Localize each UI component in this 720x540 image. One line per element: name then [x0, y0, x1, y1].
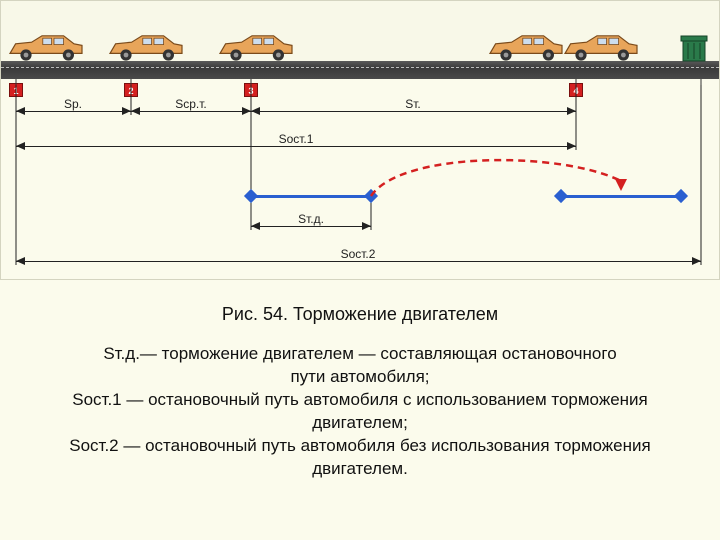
diamond-icon [364, 189, 378, 203]
caption-block: Рис. 54. Торможение двигателем Sт.д.— то… [0, 280, 720, 491]
legend-line: двигателем; [312, 413, 408, 432]
label-scpt: Sср.т. [173, 97, 209, 111]
car-1 [6, 31, 86, 63]
legend-line: Sост.1 — остановочный путь автомобиля с … [72, 390, 648, 409]
legend-line: пути автомобиля; [290, 367, 429, 386]
dim-sp [16, 111, 131, 112]
dim-sost1 [16, 146, 576, 147]
dim-sost2 [16, 261, 701, 262]
dim-st [251, 111, 576, 112]
label-sost2: Sост.2 [339, 247, 378, 261]
label-st: Sт. [403, 97, 423, 111]
dim-std [251, 226, 371, 227]
label-sost1: Sост.1 [277, 132, 316, 146]
blue-segment-2 [561, 195, 681, 198]
figure-legend: Sт.д.— торможение двигателем — составляю… [30, 343, 690, 481]
road-dash [1, 67, 719, 68]
arrowhead-icon [615, 179, 627, 191]
figure-caption: Рис. 54. Торможение двигателем [30, 304, 690, 325]
legend-line: двигателем. [312, 459, 408, 478]
diagram-area: 1 2 3 4 Sр. Sср.т. Sт. Sост.1 Sт.д. Sост… [0, 0, 720, 280]
diamond-icon [244, 189, 258, 203]
ext-line [576, 85, 577, 150]
car-4 [486, 31, 566, 63]
car-2 [106, 31, 186, 63]
label-std: Sт.д. [296, 212, 326, 226]
label-sp: Sр. [62, 97, 84, 111]
dim-scpt [131, 111, 251, 112]
legend-line: Sт.д.— торможение двигателем — составляю… [103, 344, 616, 363]
legend-line: Sост.2 — остановочный путь автомобиля бе… [69, 436, 650, 455]
blue-segment-1 [251, 195, 371, 198]
ext-line [701, 85, 702, 265]
car-3 [216, 31, 296, 63]
diamond-icon [554, 189, 568, 203]
car-5 [561, 31, 641, 63]
diamond-icon [674, 189, 688, 203]
road-surface [1, 61, 719, 79]
obstacle-bin [679, 33, 709, 63]
